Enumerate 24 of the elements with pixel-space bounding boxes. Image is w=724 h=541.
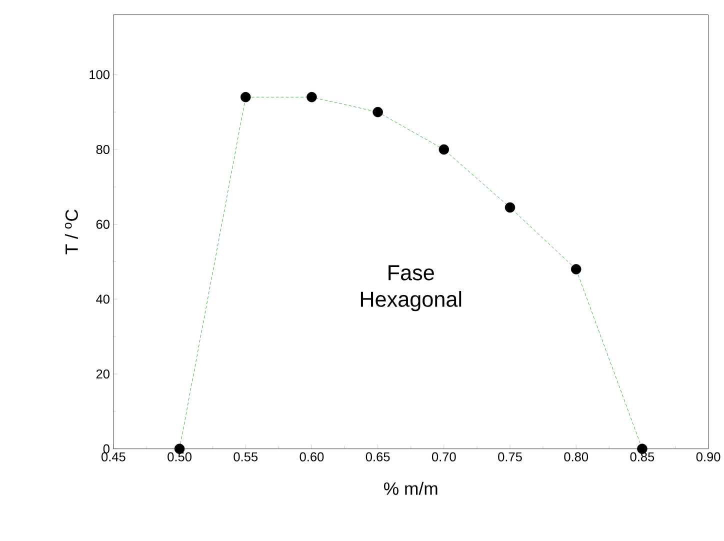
y-tick-label: 60 — [96, 220, 110, 230]
annotation: Fase Hexagonal — [360, 265, 462, 312]
x-tick-label: 0.55 — [234, 452, 258, 462]
x-tick-label: 0.70 — [432, 452, 456, 462]
y-axis-title: T / $^{o}$C — [64, 210, 78, 254]
x-tick-label: 0.85 — [630, 452, 654, 462]
x-tick-label: 0.50 — [168, 452, 192, 462]
point — [240, 92, 251, 102]
x-tick-label: 0.90 — [696, 452, 720, 462]
x-axis-title: % m/m — [384, 482, 438, 496]
y-tick-label: 100 — [90, 70, 110, 80]
y-tick-label: 40 — [96, 294, 110, 304]
x-tick-label: 0.45 — [102, 452, 126, 462]
x-tick-label: 0.80 — [564, 452, 588, 462]
point — [570, 264, 582, 275]
point — [438, 144, 450, 155]
point — [372, 107, 383, 118]
y-tick-label: 80 — [96, 145, 110, 154]
x-tick-label: 0.75 — [498, 452, 522, 462]
point — [504, 202, 516, 213]
y-tick-label: 20 — [96, 370, 110, 379]
x-tick-label: 0.60 — [300, 452, 324, 462]
point — [306, 92, 317, 102]
x-tick-label: 0.65 — [366, 452, 390, 462]
